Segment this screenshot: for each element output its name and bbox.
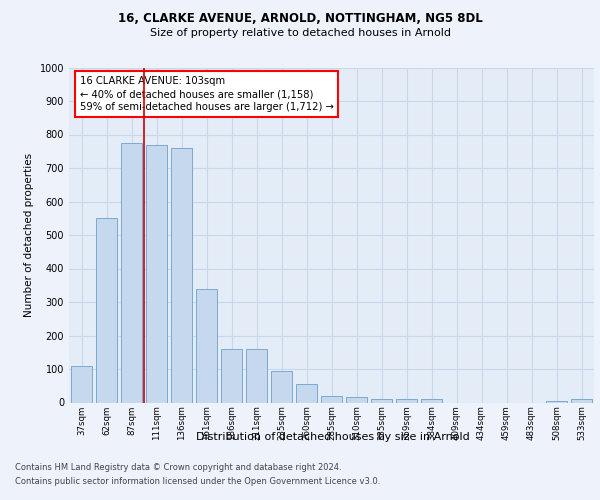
Text: Contains HM Land Registry data © Crown copyright and database right 2024.: Contains HM Land Registry data © Crown c… <box>15 462 341 471</box>
Bar <box>221 349 242 403</box>
Bar <box>171 148 192 403</box>
Text: 16 CLARKE AVENUE: 103sqm
← 40% of detached houses are smaller (1,158)
59% of sem: 16 CLARKE AVENUE: 103sqm ← 40% of detach… <box>79 76 334 112</box>
Y-axis label: Number of detached properties: Number of detached properties <box>24 153 34 317</box>
Bar <box>421 399 442 402</box>
Text: 16, CLARKE AVENUE, ARNOLD, NOTTINGHAM, NG5 8DL: 16, CLARKE AVENUE, ARNOLD, NOTTINGHAM, N… <box>118 12 482 26</box>
Bar <box>71 366 92 403</box>
Bar <box>196 288 217 403</box>
Bar <box>321 396 342 402</box>
Bar <box>571 399 592 402</box>
Bar <box>146 144 167 402</box>
Bar <box>96 218 117 402</box>
Bar <box>296 384 317 402</box>
Bar <box>396 399 417 402</box>
Bar <box>546 401 567 402</box>
Bar <box>121 143 142 403</box>
Text: Distribution of detached houses by size in Arnold: Distribution of detached houses by size … <box>196 432 470 442</box>
Bar <box>346 398 367 402</box>
Text: Size of property relative to detached houses in Arnold: Size of property relative to detached ho… <box>149 28 451 38</box>
Bar <box>246 349 267 403</box>
Bar <box>371 399 392 402</box>
Bar <box>271 370 292 402</box>
Text: Contains public sector information licensed under the Open Government Licence v3: Contains public sector information licen… <box>15 478 380 486</box>
